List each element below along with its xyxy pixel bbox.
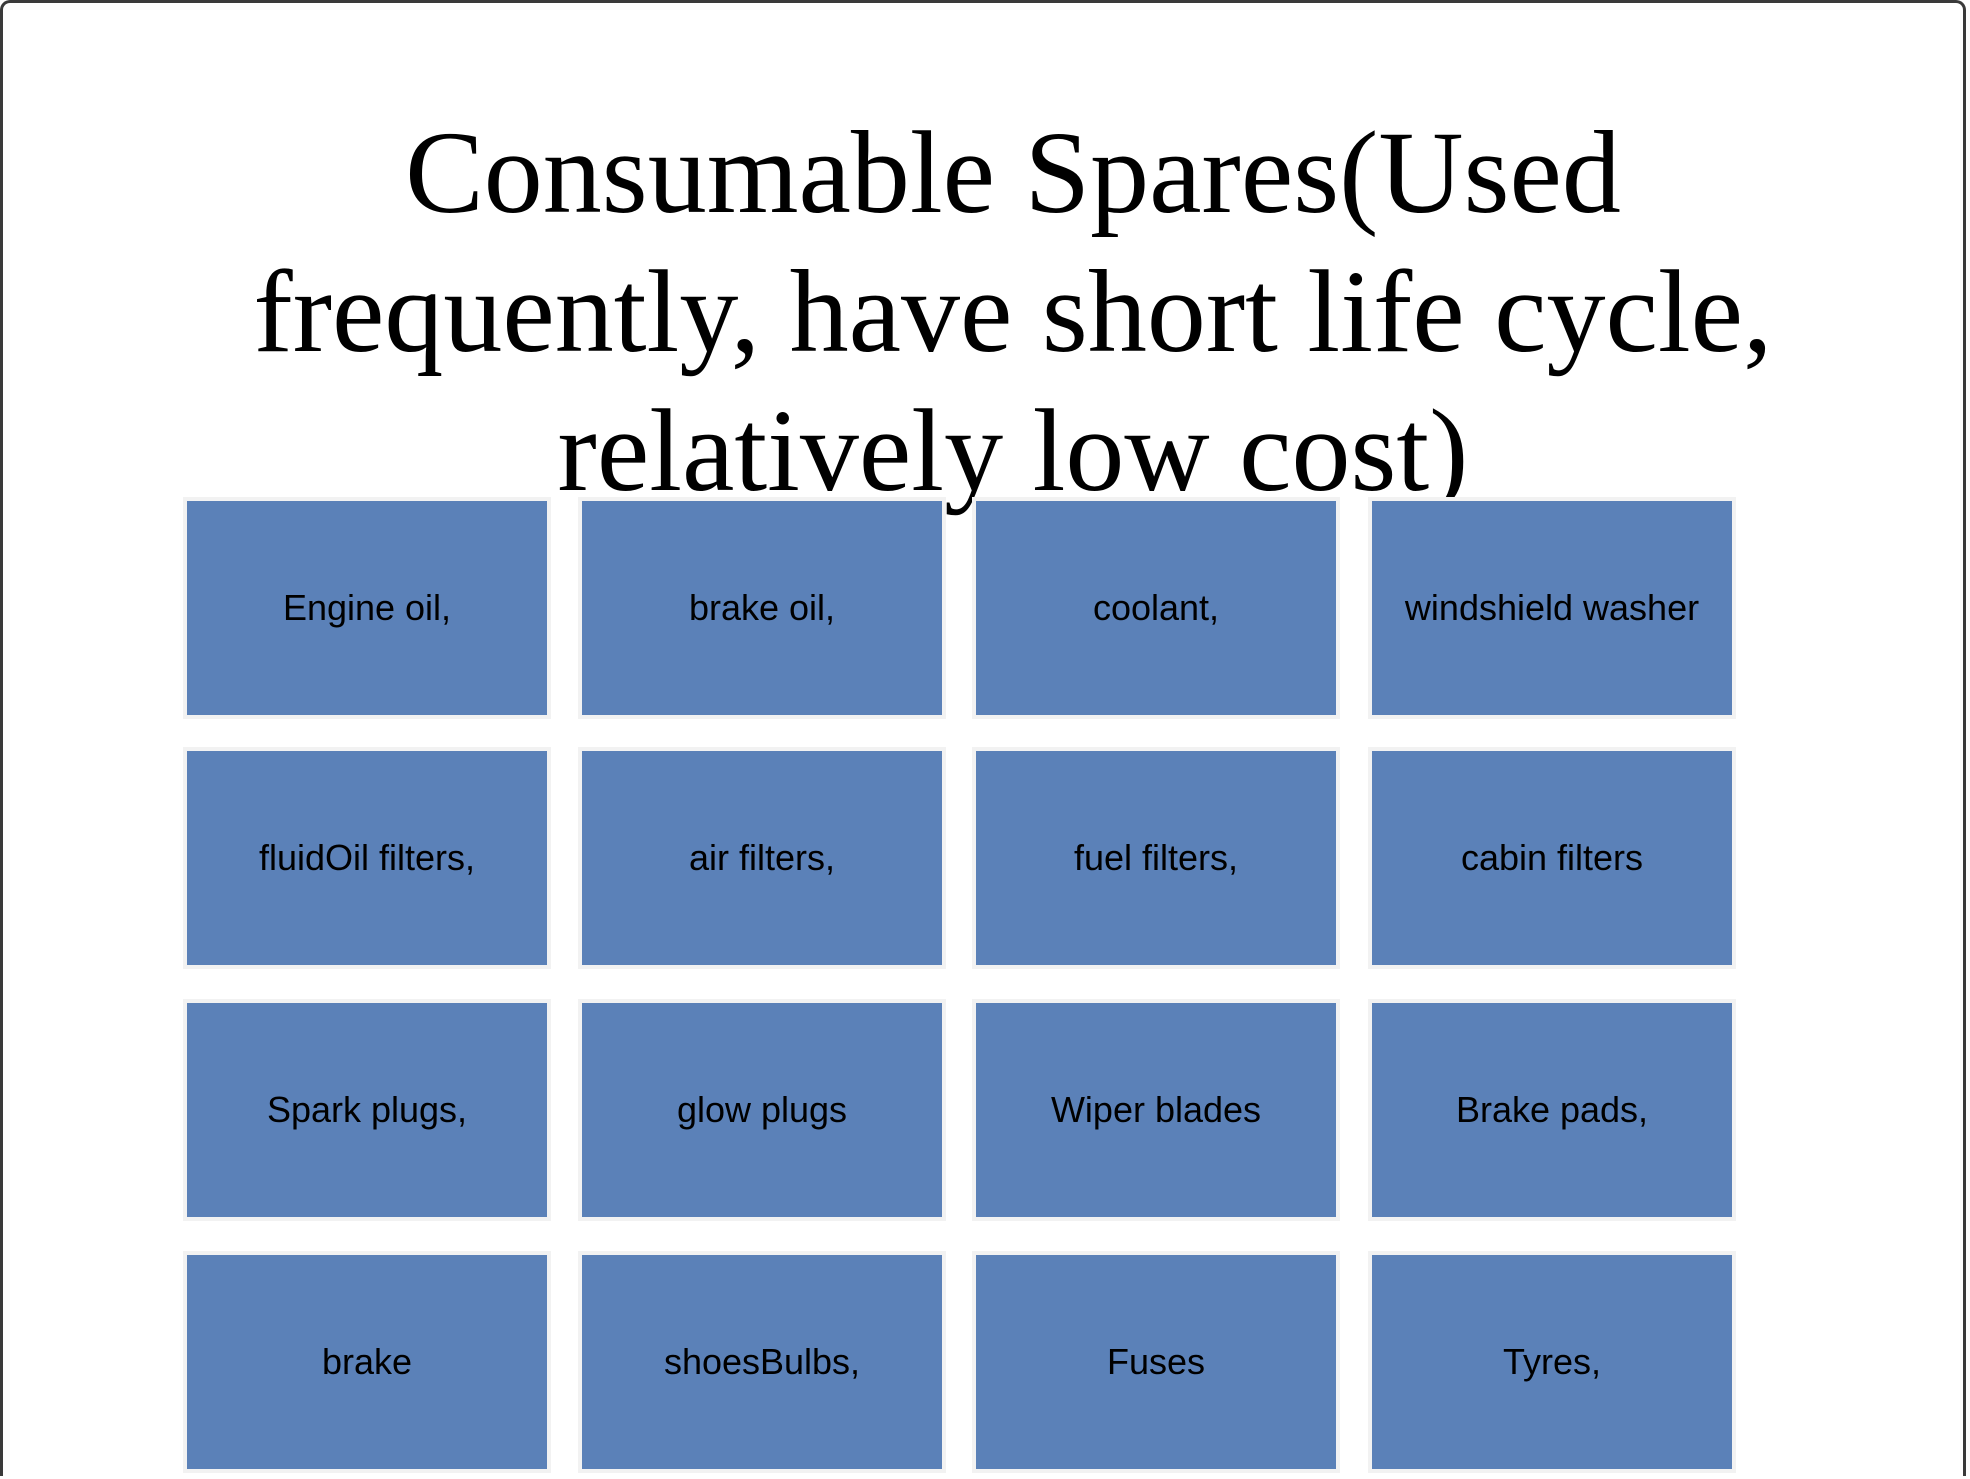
item-tile-air-filters: air filters,: [578, 747, 946, 969]
title-line-3: relatively low cost): [557, 385, 1469, 516]
item-tile-tyres: Tyres,: [1368, 1251, 1736, 1473]
item-tile-wiper-blades: Wiper blades: [972, 999, 1340, 1221]
item-tile-shoes-bulbs: shoesBulbs,: [578, 1251, 946, 1473]
item-tile-fuel-filters: fuel filters,: [972, 747, 1340, 969]
item-tile-fluid-oil-filters: fluidOil filters,: [183, 747, 551, 969]
item-tile-fuses: Fuses: [972, 1251, 1340, 1473]
slide-title: Consumable Spares(Used frequently, have …: [183, 103, 1843, 520]
items-grid: Engine oil, brake oil, coolant, windshie…: [3, 3, 1970, 1479]
item-tile-brake-pads: Brake pads,: [1368, 999, 1736, 1221]
item-tile-cabin-filters: cabin filters: [1368, 747, 1736, 969]
item-tile-engine-oil: Engine oil,: [183, 497, 551, 719]
item-tile-spark-plugs: Spark plugs,: [183, 999, 551, 1221]
item-tile-coolant: coolant,: [972, 497, 1340, 719]
title-line-2: frequently, have short life cycle,: [253, 246, 1773, 377]
item-tile-brake-oil: brake oil,: [578, 497, 946, 719]
item-tile-windshield-washer: windshield washer: [1368, 497, 1736, 719]
title-line-1: Consumable Spares(Used: [405, 107, 1621, 238]
item-tile-glow-plugs: glow plugs: [578, 999, 946, 1221]
item-tile-brake: brake: [183, 1251, 551, 1473]
